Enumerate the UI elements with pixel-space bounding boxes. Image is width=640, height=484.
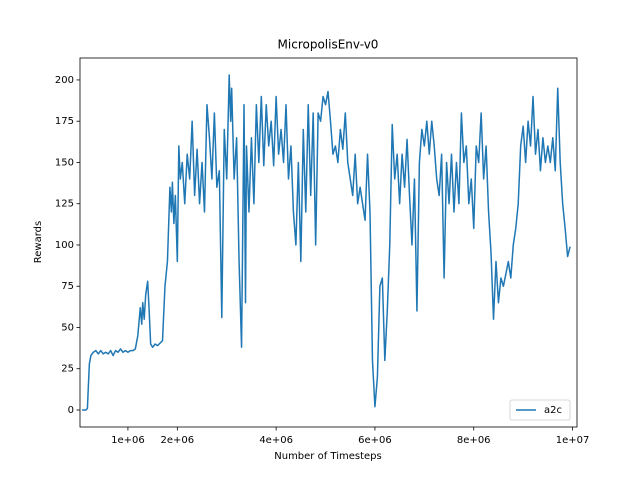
y-tick-label: 50	[61, 322, 74, 333]
x-tick-label: 1e+07	[556, 435, 590, 446]
y-tick-label: 25	[61, 364, 74, 375]
chart-title: MicropolisEnv-v0	[278, 38, 379, 52]
x-tick-label: 4e+06	[259, 435, 293, 446]
plot-frame	[79, 57, 578, 428]
x-axis-label: Number of Timesteps	[274, 451, 381, 462]
y-tick-label: 175	[55, 116, 74, 127]
y-tick-label: 0	[68, 405, 74, 416]
y-tick-label: 200	[55, 75, 74, 86]
y-axis-label: Rewards	[33, 221, 44, 263]
x-tick-label: 1e+06	[111, 435, 145, 446]
y-tick-label: 100	[55, 240, 74, 251]
x-tick-label: 8e+06	[457, 435, 491, 446]
y-tick-label: 125	[55, 199, 74, 210]
x-tick-label: 6e+06	[358, 435, 392, 446]
legend-box	[509, 399, 571, 421]
legend-label: a2c	[544, 405, 562, 416]
y-tick-label: 150	[55, 157, 74, 168]
y-tick-label: 75	[61, 281, 74, 292]
data-line	[81, 74, 571, 411]
x-tick-label: 2e+06	[161, 435, 195, 446]
